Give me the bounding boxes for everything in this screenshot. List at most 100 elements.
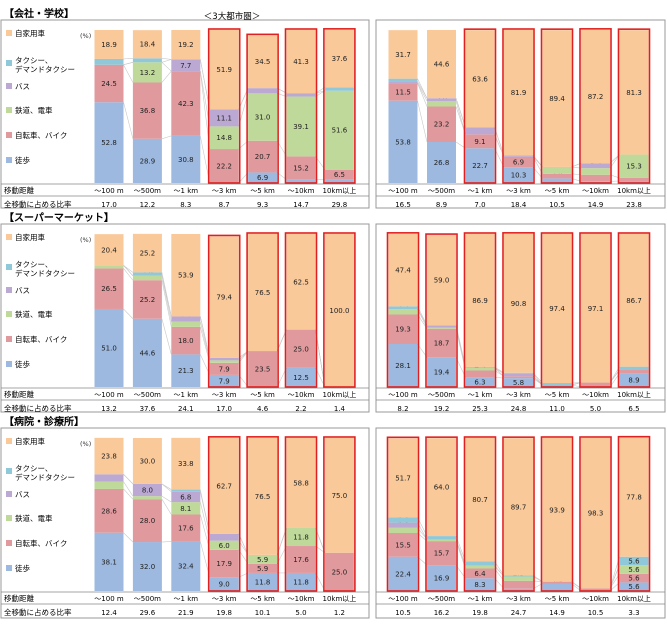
bar-segment: [581, 382, 610, 387]
bar-segment: [171, 541, 201, 591]
row-label-share: 全移動に占める比率: [4, 403, 72, 413]
data-label: 19.4: [434, 369, 450, 377]
data-label: 10.3: [511, 172, 527, 180]
bar-segment: [209, 149, 239, 183]
highlight-outline: [502, 436, 535, 592]
bar-segment: [388, 81, 418, 84]
bar-segment: [209, 540, 239, 550]
data-label: 15.5: [395, 541, 411, 549]
bar-segment: [94, 474, 124, 482]
category-label: 〜500m: [134, 391, 161, 399]
bar-segment: [581, 438, 610, 589]
legend-label: 自転車、バイク: [15, 130, 67, 140]
data-label: 97.1: [588, 305, 604, 313]
panel-frame: [375, 427, 666, 619]
legend-label: バス: [15, 82, 30, 91]
connector-line: [161, 541, 172, 543]
data-label: 5.6: [628, 566, 640, 574]
data-label: 89.4: [549, 95, 565, 103]
bar-segment: [171, 502, 201, 515]
data-label: 53.9: [178, 272, 194, 280]
bar-segment: [286, 30, 316, 94]
share-value: 29.6: [140, 609, 156, 617]
connector-line: [417, 100, 428, 143]
bar-segment: [248, 140, 278, 173]
share-value: 10.5: [549, 201, 565, 209]
bar-segment: [619, 30, 649, 155]
connector-line: [161, 62, 172, 72]
category-label: 〜10km: [582, 187, 609, 195]
bar-segment: [388, 527, 418, 534]
legend-label: 自家用車: [15, 436, 45, 446]
bar-segment: [94, 265, 124, 269]
data-label: 38.1: [101, 558, 117, 566]
data-label: 97.4: [549, 305, 565, 313]
data-label: 86.7: [626, 297, 642, 305]
highlight-outline: [207, 28, 241, 184]
bar-segment: [286, 438, 316, 528]
data-label: 51.0: [101, 344, 117, 352]
data-label: 31.7: [395, 51, 411, 59]
share-value: 16.5: [395, 201, 411, 209]
bar-segment: [542, 178, 572, 183]
data-label: 81.3: [626, 89, 642, 97]
legend-label: 鉄道、電車: [15, 309, 53, 319]
share-value: 14.9: [549, 609, 565, 617]
bar-segment: [388, 344, 418, 387]
data-label: 20.7: [255, 153, 271, 161]
connector-line: [161, 58, 172, 60]
share-value: 25.3: [472, 405, 488, 413]
bar-segment: [427, 327, 456, 329]
category-label: 〜100 m: [94, 187, 124, 195]
data-label: 80.7: [472, 496, 488, 504]
bar-segment: [581, 234, 610, 383]
bar-segment: [427, 106, 456, 142]
category-label: 〜5 km: [545, 391, 570, 399]
highlight-outline: [540, 436, 574, 592]
share-value: 21.9: [178, 609, 194, 617]
category-label: 〜5 km: [545, 595, 570, 603]
bar-segment: [248, 35, 278, 89]
highlight-outline: [284, 28, 318, 184]
bar-segment: [209, 109, 239, 127]
bar-segment: [94, 268, 124, 309]
legend-swatch: [6, 287, 12, 293]
connector-line: [161, 59, 172, 63]
bar-segment: [427, 357, 456, 387]
data-label: 22.4: [395, 570, 411, 578]
legend-swatch: [6, 565, 12, 571]
legend-unit: (%): [80, 32, 91, 40]
highlight-outline: [323, 28, 356, 184]
data-label: 77.8: [626, 494, 642, 502]
bar-segment: [388, 314, 418, 345]
data-label: 23.2: [434, 121, 450, 129]
bar-segment: [504, 373, 533, 377]
connector-line: [417, 82, 428, 107]
bar-segment: [94, 481, 124, 489]
data-label: 6.8: [180, 493, 191, 501]
bar-segment: [286, 96, 316, 157]
data-label: 75.0: [332, 492, 348, 500]
category-label: 〜5 km: [250, 187, 275, 195]
data-label: 42.3: [178, 100, 194, 108]
bar-segment: [619, 177, 649, 182]
connector-line: [161, 483, 172, 492]
data-label: 87.2: [588, 93, 604, 101]
bar-segment: [388, 30, 418, 79]
bar-segment: [388, 556, 418, 591]
bar-segment: [619, 181, 649, 183]
category-label: 〜100 m: [388, 187, 418, 195]
bar-segment: [171, 326, 201, 355]
share-value: 24.1: [178, 405, 194, 413]
highlight-outline: [386, 232, 420, 388]
bar-segment: [388, 309, 418, 315]
bar-segment: [132, 82, 162, 139]
connector-line: [123, 268, 134, 281]
bar-segment: [286, 234, 316, 330]
data-label: 37.6: [332, 55, 348, 63]
data-label: 5.6: [628, 583, 640, 591]
share-value: 13.2: [101, 405, 117, 413]
data-label: 59.0: [434, 277, 450, 285]
row-label-distance: 移動距離: [4, 185, 34, 195]
category-label: 10km以上: [617, 186, 651, 195]
